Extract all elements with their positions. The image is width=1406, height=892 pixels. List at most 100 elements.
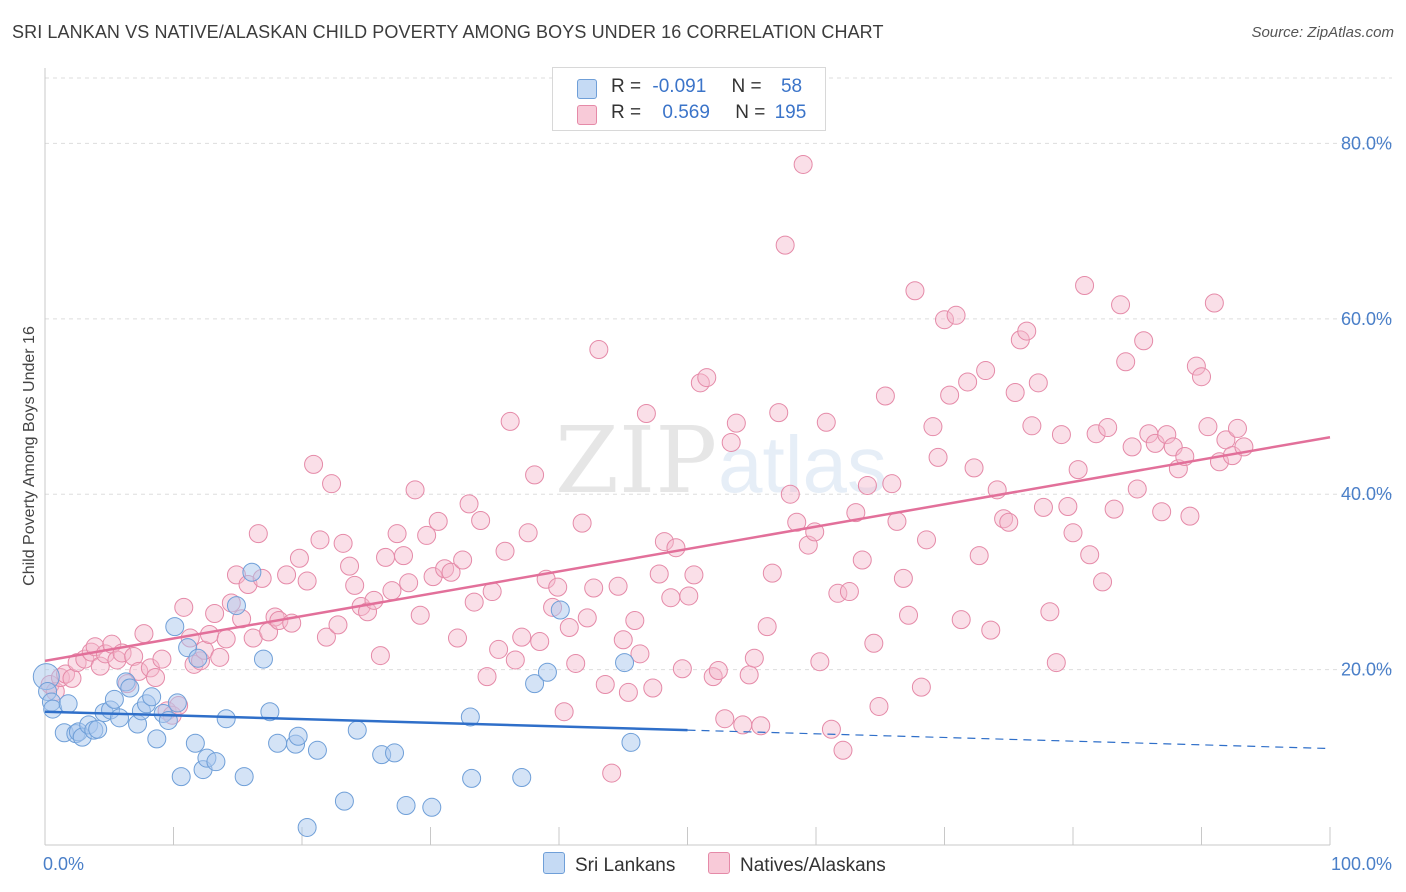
data-point-natives-alaskans bbox=[846, 503, 866, 523]
data-point-natives-alaskans bbox=[423, 567, 443, 587]
data-point-natives-alaskans bbox=[1204, 293, 1224, 313]
data-point-sri-lankans bbox=[147, 729, 167, 749]
data-point-natives-alaskans bbox=[1122, 437, 1142, 457]
data-point-natives-alaskans bbox=[1180, 506, 1200, 526]
data-point-natives-alaskans bbox=[999, 512, 1019, 532]
trend-lines bbox=[44, 435, 1331, 750]
data-point-natives-alaskans bbox=[124, 646, 144, 666]
data-point-natives-alaskans bbox=[572, 513, 592, 533]
data-point-natives-alaskans bbox=[333, 533, 353, 553]
data-point-natives-alaskans bbox=[981, 620, 1001, 640]
data-point-natives-alaskans bbox=[643, 678, 663, 698]
data-point-natives-alaskans bbox=[441, 562, 461, 582]
series-legend-natives-alaskans: Natives/Alaskans bbox=[708, 852, 886, 877]
data-point-natives-alaskans bbox=[358, 602, 378, 622]
data-point-natives-alaskans bbox=[453, 550, 473, 570]
data-point-natives-alaskans bbox=[911, 677, 931, 697]
data-point-natives-alaskans bbox=[584, 578, 604, 598]
data-point-natives-alaskans bbox=[376, 547, 396, 567]
data-point-natives-alaskans bbox=[1058, 496, 1078, 516]
data-point-natives-alaskans bbox=[940, 385, 960, 405]
data-point-natives-alaskans bbox=[1046, 653, 1066, 673]
legend-r-value: -0.091 bbox=[652, 76, 707, 97]
data-point-natives-alaskans bbox=[548, 577, 568, 597]
data-point-natives-alaskans bbox=[129, 661, 149, 681]
data-point-natives-alaskans bbox=[1157, 425, 1177, 445]
series-name: Sri Lankans bbox=[575, 855, 676, 876]
data-point-natives-alaskans bbox=[505, 650, 525, 670]
source-credit: Source: ZipAtlas.com bbox=[1251, 24, 1394, 41]
data-point-sri-lankans bbox=[307, 740, 327, 760]
data-point-natives-alaskans bbox=[905, 281, 925, 301]
data-point-natives-alaskans bbox=[205, 603, 225, 623]
series-swatch-pink bbox=[708, 852, 730, 874]
data-point-natives-alaskans bbox=[976, 361, 996, 381]
data-point-natives-alaskans bbox=[471, 511, 491, 531]
data-point-sri-lankans bbox=[167, 693, 187, 713]
data-point-natives-alaskans bbox=[1186, 356, 1206, 376]
data-point-natives-alaskans bbox=[1063, 523, 1083, 543]
data-point-natives-alaskans bbox=[1111, 295, 1131, 315]
trend-line-sri-lankans bbox=[44, 710, 688, 732]
data-point-natives-alaskans bbox=[613, 630, 633, 650]
data-point-natives-alaskans bbox=[917, 530, 937, 550]
data-point-natives-alaskans bbox=[518, 523, 538, 543]
data-point-natives-alaskans bbox=[1198, 417, 1218, 437]
data-point-natives-alaskans bbox=[1116, 352, 1136, 372]
data-point-natives-alaskans bbox=[697, 368, 717, 388]
data-point-natives-alaskans bbox=[964, 458, 984, 478]
data-point-natives-alaskans bbox=[793, 154, 813, 174]
data-point-natives-alaskans bbox=[1104, 499, 1124, 519]
data-point-natives-alaskans bbox=[649, 564, 669, 584]
data-point-natives-alaskans bbox=[923, 417, 943, 437]
data-point-natives-alaskans bbox=[703, 667, 723, 687]
data-point-natives-alaskans bbox=[726, 413, 746, 433]
data-point-natives-alaskans bbox=[477, 667, 497, 687]
legend-r-value: 0.569 bbox=[662, 102, 710, 123]
data-point-natives-alaskans bbox=[744, 648, 764, 668]
series-swatch-blue bbox=[543, 852, 565, 874]
data-point-natives-alaskans bbox=[875, 386, 895, 406]
data-point-natives-alaskans bbox=[708, 660, 728, 680]
data-point-sri-lankans bbox=[512, 767, 532, 787]
data-point-natives-alaskans bbox=[297, 571, 317, 591]
data-point-sri-lankans bbox=[104, 689, 124, 709]
data-point-natives-alaskans bbox=[602, 763, 622, 783]
series-name: Natives/Alaskans bbox=[740, 855, 886, 876]
data-point-sri-lankans bbox=[615, 653, 635, 673]
data-point-natives-alaskans bbox=[672, 659, 692, 679]
data-point-natives-alaskans bbox=[387, 524, 407, 544]
data-point-sri-lankans bbox=[110, 708, 130, 728]
data-point-sri-lankans bbox=[550, 600, 570, 620]
data-point-natives-alaskans bbox=[661, 588, 681, 608]
data-point-natives-alaskans bbox=[495, 541, 515, 561]
data-point-natives-alaskans bbox=[1152, 502, 1172, 522]
y-axis-label: Child Poverty Among Boys Under 16 bbox=[21, 326, 38, 586]
legend-n-value: 195 bbox=[774, 102, 807, 123]
data-point-natives-alaskans bbox=[751, 716, 771, 736]
data-point-sri-lankans bbox=[253, 649, 273, 669]
y-tick-label: 80.0% bbox=[1341, 133, 1392, 153]
watermark: ZIP atlas bbox=[555, 407, 887, 514]
legend-swatch-blue bbox=[577, 79, 597, 99]
data-point-natives-alaskans bbox=[679, 586, 699, 606]
data-point-natives-alaskans bbox=[839, 582, 859, 602]
watermark-atlas: atlas bbox=[718, 420, 887, 509]
data-point-natives-alaskans bbox=[525, 465, 545, 485]
data-point-natives-alaskans bbox=[345, 575, 365, 595]
data-point-natives-alaskans bbox=[721, 432, 741, 452]
data-point-natives-alaskans bbox=[816, 412, 836, 432]
data-point-natives-alaskans bbox=[382, 581, 402, 601]
data-point-sri-lankans bbox=[234, 767, 254, 787]
data-point-natives-alaskans bbox=[775, 235, 795, 255]
data-point-natives-alaskans bbox=[304, 454, 324, 474]
data-point-natives-alaskans bbox=[1134, 331, 1154, 351]
data-point-sri-lankans bbox=[422, 797, 442, 817]
x-tick-labels: 0.0% 100.0% bbox=[43, 854, 1392, 874]
data-point-sri-lankans bbox=[460, 707, 480, 727]
data-point-natives-alaskans bbox=[1086, 424, 1106, 444]
data-point-sri-lankans bbox=[260, 702, 280, 722]
data-point-natives-alaskans bbox=[405, 480, 425, 500]
data-point-natives-alaskans bbox=[946, 305, 966, 325]
data-point-natives-alaskans bbox=[857, 475, 877, 495]
